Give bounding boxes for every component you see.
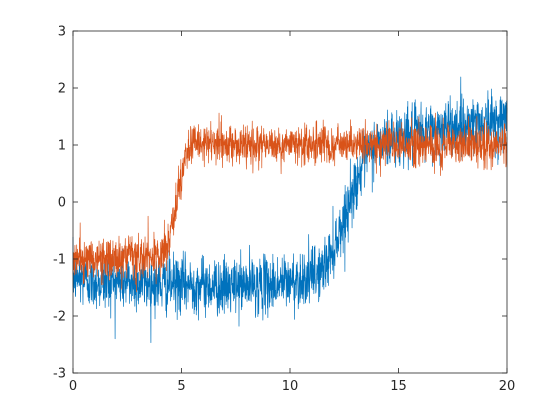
x-tick-label: 15	[390, 379, 407, 394]
x-tick-label: 0	[69, 379, 77, 394]
x-tick-label: 20	[499, 379, 516, 394]
y-tick-label: 2	[58, 82, 66, 97]
x-tick-label: 5	[177, 379, 185, 394]
y-tick-label: -2	[53, 310, 66, 325]
series-line-1	[72, 76, 508, 343]
plot-frame	[72, 30, 508, 374]
x-axis: 0 5 10 15 20	[69, 31, 515, 394]
series-line-2	[72, 112, 508, 293]
y-tick-label: -1	[53, 253, 66, 268]
y-tick-label: 3	[58, 25, 66, 40]
y-axis: -3 -2 -1 0 1 2 3	[53, 25, 507, 382]
series-layer	[72, 76, 508, 343]
y-tick-label: -3	[53, 367, 66, 382]
x-tick-label: 10	[282, 379, 299, 394]
y-tick-label: 1	[58, 139, 66, 154]
y-tick-label: 0	[58, 196, 66, 211]
